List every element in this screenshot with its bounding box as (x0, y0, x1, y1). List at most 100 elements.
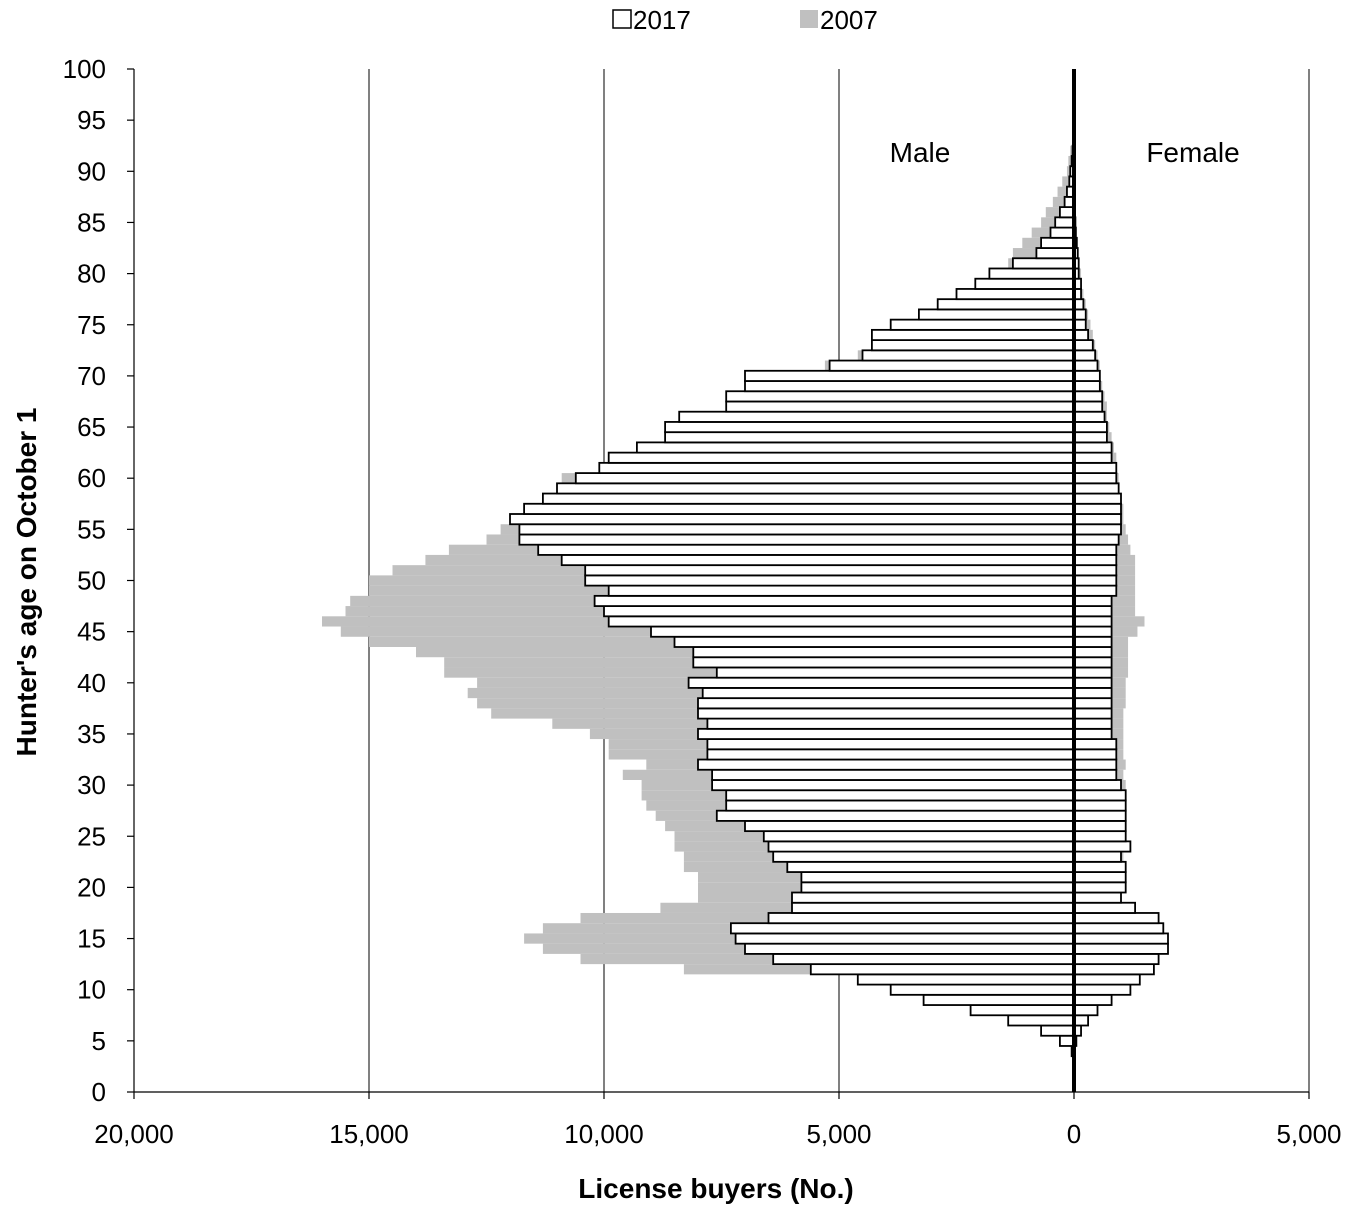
bar-2017-female-age-40 (1073, 676, 1113, 689)
bar-2017-female-age-14 (1073, 942, 1169, 955)
bar-2017-male-age-57 (523, 502, 1075, 515)
bar-2017-female-age-20 (1073, 881, 1127, 894)
bar-2017-male-age-82 (1035, 247, 1075, 260)
bar-2017-female-age-22 (1073, 860, 1127, 873)
bar-2017-male-age-69 (744, 380, 1075, 393)
bar-2017-male-age-30 (711, 779, 1075, 792)
bar-2017-female-age-17 (1073, 912, 1160, 925)
bar-2017-female-age-41 (1073, 666, 1113, 679)
bar-2017-male-age-61 (598, 461, 1075, 474)
bar-2017-male-age-62 (607, 451, 1075, 464)
bar-2017-male-age-60 (574, 472, 1075, 485)
bar-2017-male-age-50 (584, 574, 1075, 587)
bar-2017-male-age-47 (603, 605, 1075, 618)
y-tick-label: 100 (63, 54, 106, 84)
bar-2017-male-age-44 (673, 635, 1075, 648)
bar-2017-female-age-65 (1073, 421, 1108, 434)
bar-2017-male-age-65 (664, 421, 1075, 434)
bar-2017-male-age-66 (678, 410, 1075, 423)
y-tick-label: 5 (92, 1026, 106, 1056)
bar-2017-male-age-7 (1007, 1014, 1075, 1027)
bar-2017-female-age-44 (1073, 635, 1113, 648)
bar-2017-female-age-39 (1073, 687, 1113, 700)
bar-2017-female-age-69 (1073, 380, 1101, 393)
y-tick-label: 80 (77, 259, 106, 289)
bar-2017-male-age-46 (607, 615, 1075, 628)
bar-2017-female-age-37 (1073, 707, 1113, 720)
bar-2017-female-age-64 (1073, 431, 1108, 444)
bar-2017-male-age-71 (828, 359, 1075, 372)
bar-2017-male-age-41 (715, 666, 1075, 679)
bar-2017-female-age-34 (1073, 738, 1118, 751)
y-tick-label: 45 (77, 617, 106, 647)
bar-2017-female-age-50 (1073, 574, 1118, 587)
bar-2017-male-age-43 (692, 646, 1075, 659)
bar-2017-female-age-47 (1073, 605, 1113, 618)
bar-2017-male-age-14 (744, 942, 1075, 955)
bar-2017-male-age-54 (518, 533, 1075, 546)
bar-2017-female-age-29 (1073, 789, 1127, 802)
bar-2017-female-age-71 (1073, 359, 1099, 372)
bar-2017-female-age-10 (1073, 983, 1132, 996)
bar-2017-female-age-36 (1073, 717, 1113, 730)
bar-2017-female-age-55 (1073, 523, 1122, 536)
bar-2017-male-age-25 (762, 830, 1075, 843)
bar-2017-female-age-73 (1073, 339, 1094, 352)
bar-2017-male-age-26 (744, 820, 1075, 833)
y-tick-label: 50 (77, 566, 106, 596)
bar-2017-male-age-86 (1059, 206, 1075, 219)
bar-2017-male-age-5 (1059, 1034, 1075, 1047)
bar-2007-male-age-89 (1062, 176, 1074, 187)
bar-2017-female-age-25 (1073, 830, 1127, 843)
bar-2017-female-age-32 (1073, 758, 1118, 771)
x-tick-label: 5,000 (806, 1119, 871, 1149)
y-tick-label: 75 (77, 310, 106, 340)
bar-2017-female-age-72 (1073, 349, 1097, 362)
bar-2017-female-age-13 (1073, 952, 1160, 966)
bar-2017-male-age-18 (791, 901, 1075, 914)
bar-2017-female-age-26 (1073, 820, 1127, 833)
bar-2017-male-age-73 (871, 339, 1075, 352)
bar-2017-male-age-13 (772, 952, 1075, 966)
bar-2017-female-age-19 (1073, 891, 1122, 904)
bars-2017 (509, 144, 1169, 1058)
bar-2017-female-age-24 (1073, 840, 1132, 853)
legend-swatch-2017 (612, 9, 632, 29)
y-tick-label: 90 (77, 156, 106, 186)
y-tick-labels: 0 5 10 15 20 25 30 35 40 45 50 55 60 65 70 75 80 85 90 95 10… (63, 54, 106, 1107)
bar-2017-male-age-56 (509, 513, 1075, 526)
bar-2017-female-age-59 (1073, 482, 1120, 495)
bar-2017-female-age-35 (1073, 727, 1113, 740)
bar-2017-male-age-31 (711, 768, 1075, 781)
bar-2017-male-age-36 (706, 717, 1075, 730)
bar-2017-female-age-61 (1073, 461, 1118, 474)
bar-2017-female-age-31 (1073, 768, 1118, 781)
bar-2017-male-age-49 (607, 584, 1075, 597)
annotation-male: Male (890, 137, 951, 168)
bar-2017-female-age-38 (1073, 697, 1113, 710)
bar-2017-female-age-62 (1073, 451, 1113, 464)
bar-2017-male-age-24 (767, 840, 1075, 853)
bar-2017-male-age-74 (871, 328, 1075, 341)
y-tick-label: 30 (77, 770, 106, 800)
bar-2017-female-age-49 (1073, 584, 1118, 597)
legend-swatch-2007 (800, 10, 818, 28)
bar-2017-male-age-78 (955, 288, 1075, 301)
bar-2017-female-age-33 (1073, 748, 1118, 761)
bar-2017-male-age-51 (584, 564, 1075, 577)
bar-2017-male-age-67 (725, 400, 1075, 413)
bar-2017-male-age-81 (1012, 257, 1075, 270)
bar-2017-male-age-76 (918, 308, 1075, 321)
y-axis-title: Hunter's age on October 1 (11, 408, 42, 757)
x-tick-label: 5,000 (1276, 1119, 1341, 1149)
legend: 2017 2007 (612, 5, 878, 35)
bar-2017-female-age-16 (1073, 922, 1165, 935)
bar-2017-female-age-27 (1073, 809, 1127, 822)
bar-2017-female-age-54 (1073, 533, 1120, 546)
bar-2017-male-age-16 (730, 922, 1075, 935)
bar-2017-male-age-53 (537, 543, 1075, 556)
bar-2017-female-age-58 (1073, 492, 1122, 505)
bar-2017-female-age-18 (1073, 901, 1136, 914)
y-tick-label: 95 (77, 105, 106, 135)
